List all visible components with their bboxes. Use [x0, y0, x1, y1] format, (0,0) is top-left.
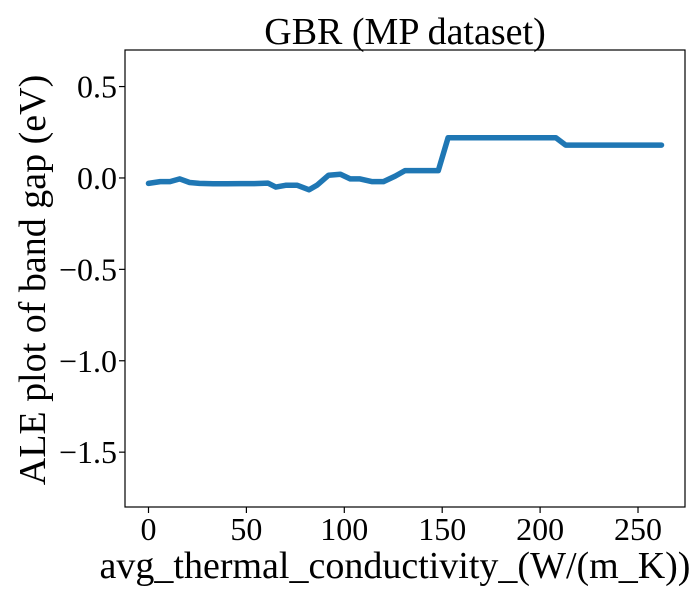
plot-area-frame	[124, 49, 686, 508]
x-tick-label: 200	[516, 511, 564, 547]
x-axis-ticks: 0 50 100 150 200 250	[140, 507, 662, 547]
x-tick-label: 100	[320, 511, 368, 547]
chart-title: GBR (MP dataset)	[264, 11, 545, 53]
x-axis-label: avg_thermal_conductivity_(W/(m_K))	[100, 545, 691, 587]
x-tick-label: 0	[140, 511, 156, 547]
y-axis-ticks: 0.5 0.0 −0.5 −1.0 −1.5	[59, 69, 125, 470]
y-tick-label: 0.5	[77, 69, 117, 105]
series-line	[145, 134, 665, 193]
y-tick-label: 0.0	[77, 160, 117, 196]
x-tick-label: 50	[230, 511, 262, 547]
y-tick-label: −1.5	[59, 434, 117, 470]
y-axis-label: ALE plot of band gap (eV)	[12, 75, 54, 486]
x-tick-label: 150	[418, 511, 466, 547]
y-tick-label: −0.5	[59, 251, 117, 287]
x-tick-label: 250	[614, 511, 662, 547]
y-tick-label: −1.0	[59, 343, 117, 379]
